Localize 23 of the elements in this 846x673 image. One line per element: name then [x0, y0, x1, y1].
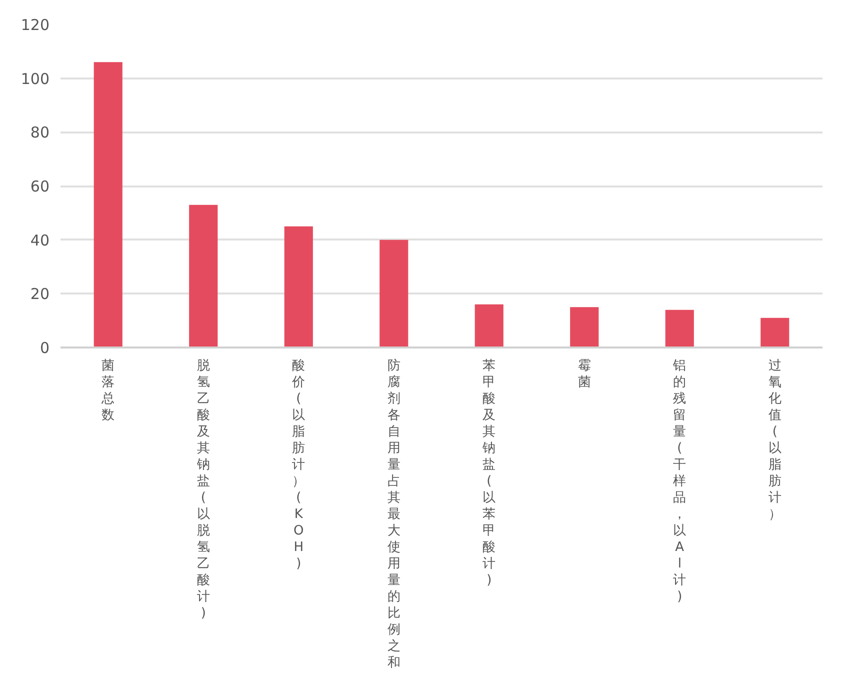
bar	[665, 310, 694, 348]
category-label: 苯甲酸及其钠盐(以苯甲酸计)	[482, 358, 496, 588]
category-label: 脱氢乙酸及其钠盐(以脱氢乙酸计)	[196, 358, 210, 621]
y-tick-label: 60	[30, 178, 50, 196]
y-tick-label: 80	[30, 124, 50, 142]
y-tick-label: 40	[30, 231, 50, 250]
bar	[380, 240, 408, 348]
y-tick-label: 100	[20, 70, 50, 88]
category-label: 防腐剂各自用量占其最大使用量的比例之和	[387, 358, 400, 670]
x-tick-label: 霉菌	[578, 358, 591, 390]
category-label: 过氧化值(以脂肪计）	[768, 358, 782, 522]
y-tick-label: 120	[20, 16, 50, 34]
bar	[570, 307, 599, 348]
bar	[760, 318, 790, 348]
bar	[94, 62, 122, 348]
y-tick-label: 0	[40, 339, 50, 357]
category-label: 铝的残留量(干样品，以Al计)	[673, 358, 686, 604]
y-tick-label: 20	[30, 285, 50, 304]
category-label: 酸价(以脂肪计）(KOH)	[292, 358, 306, 572]
bar	[189, 204, 218, 348]
bar	[284, 226, 313, 348]
bar	[474, 304, 504, 348]
x-tick-label: 菌落总数	[100, 358, 115, 423]
